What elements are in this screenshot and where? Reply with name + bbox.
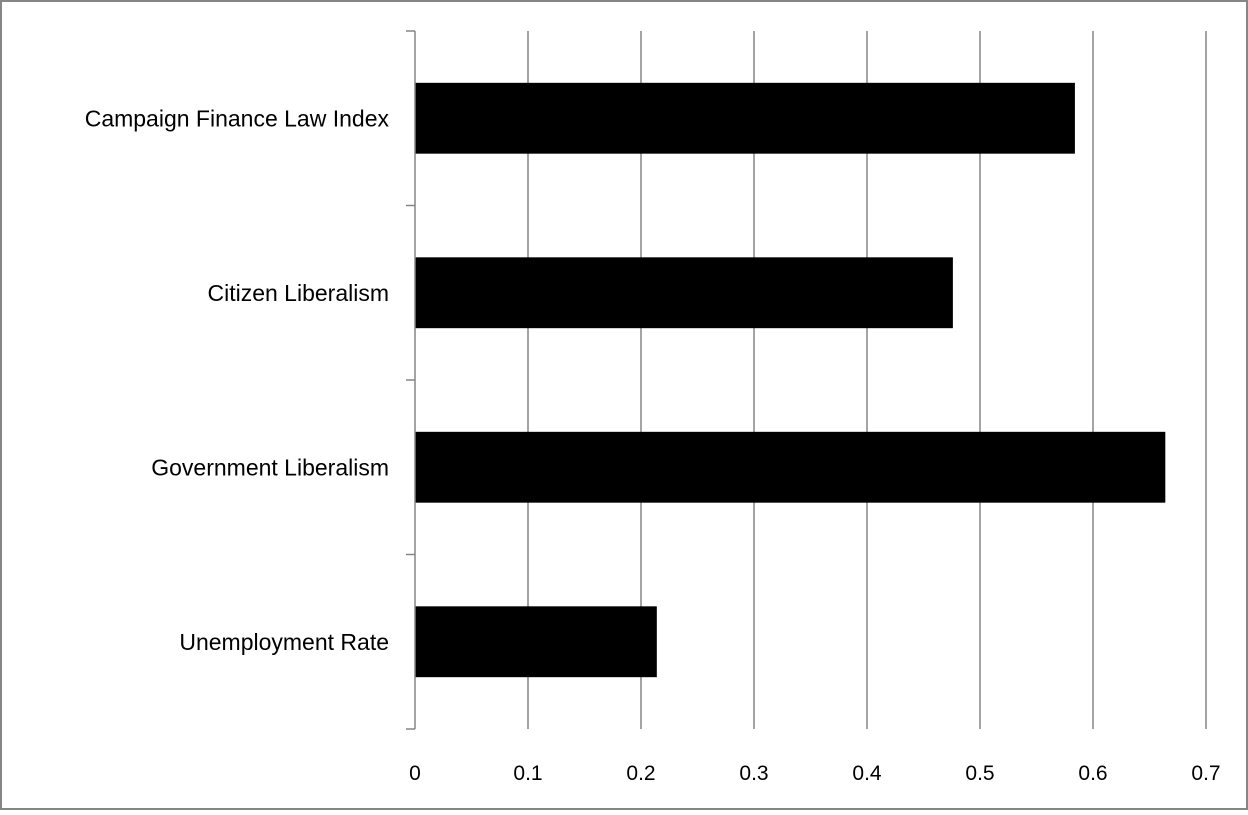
x-tick-label: 0.5 (965, 762, 994, 785)
x-tick-label: 0.3 (739, 762, 768, 785)
x-tick-label: 0.6 (1078, 762, 1107, 785)
y-category-label: Campaign Finance Law Index (85, 105, 390, 131)
x-tick-label: 0.4 (852, 762, 882, 785)
x-tick-label: 0.7 (1191, 762, 1220, 785)
x-tick-label: 0.1 (513, 762, 542, 785)
y-category-label: Government Liberalism (151, 454, 389, 480)
bar (415, 606, 657, 678)
axes (406, 30, 416, 730)
bar (415, 82, 1075, 154)
bars (415, 82, 1166, 678)
y-category-label: Unemployment Rate (179, 629, 389, 655)
bar (415, 257, 953, 329)
x-tick-label: 0.2 (626, 762, 655, 785)
bar (415, 431, 1166, 503)
labels: 0 0.1 0.2 0.3 0.4 0.5 0.6 0.7 Campaign Finance L… (85, 105, 1221, 785)
x-tick-label: 0 (409, 762, 421, 785)
y-category-label: Citizen Liberalism (207, 280, 389, 306)
